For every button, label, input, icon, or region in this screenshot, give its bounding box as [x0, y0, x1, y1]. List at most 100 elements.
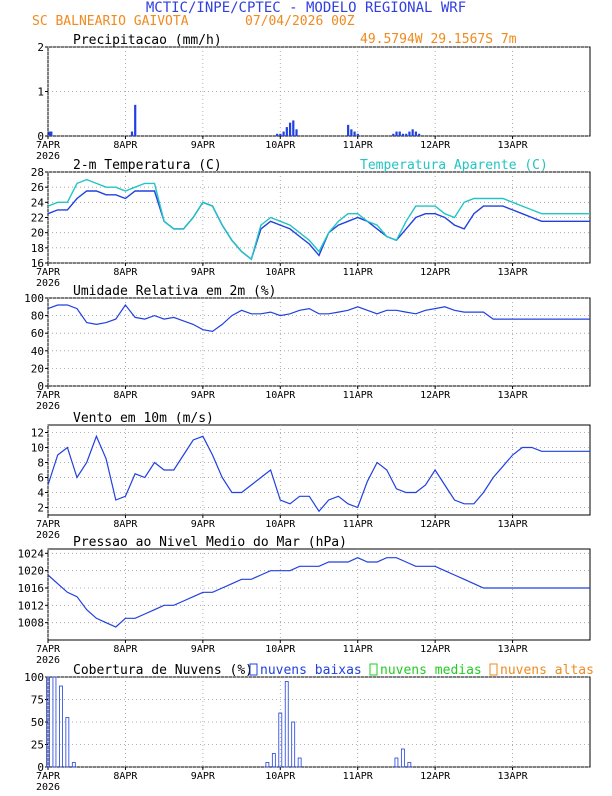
- panel-title: Pressao ao Nivel Medio do Mar (hPa): [73, 535, 347, 550]
- y-tick-label: 26: [31, 181, 44, 194]
- precip-bar: [48, 131, 51, 136]
- precip-bar: [288, 122, 292, 136]
- x-tick-label: 11APR: [343, 267, 374, 278]
- x-tick-label: 9APR: [191, 140, 216, 151]
- x-year-label: 2026: [36, 782, 60, 792]
- x-tick-label: 10APR: [265, 390, 296, 401]
- precip-bar: [398, 131, 401, 136]
- panel-temp: 16 18 20 22 24 26 28 7APR 8APR 9APR 10APR 11APR 12AP…: [31, 158, 591, 289]
- y-tick-label: 100: [24, 292, 44, 305]
- x-tick-label: 7APR: [36, 644, 61, 655]
- panel-frame: [47, 297, 591, 387]
- precip-bar: [295, 129, 298, 136]
- cloud-bar: [71, 762, 76, 768]
- x-tick-label: 11APR: [343, 140, 374, 151]
- x-tick-label: 7APR: [36, 519, 61, 530]
- x-tick-label: 12APR: [420, 140, 451, 151]
- x-tick-label: 9APR: [191, 644, 216, 655]
- legend-swatch: [249, 663, 258, 676]
- y-tick-label: 25: [31, 739, 44, 752]
- x-tick-label: 10APR: [265, 519, 296, 530]
- x-tick-label: 10APR: [265, 140, 296, 151]
- x-tick-label: 9APR: [191, 771, 216, 782]
- chart-title: MCTIC/INPE/CPTEC - MODELO REGIONAL WRF: [146, 0, 466, 16]
- precip-bar: [418, 133, 421, 136]
- y-tick-label: 24: [31, 196, 45, 209]
- precip-bar: [134, 104, 137, 136]
- y-tick-label: 2: [37, 502, 44, 515]
- x-tick-label: 13APR: [498, 390, 529, 401]
- y-tick-label: 12: [31, 427, 44, 440]
- precip-bar: [292, 120, 295, 136]
- panel-frame: [47, 424, 591, 516]
- x-tick-label: 8APR: [113, 140, 138, 151]
- legend-label: nuvens medias: [380, 663, 482, 678]
- precip-bar: [276, 133, 279, 136]
- series-line-rh: [47, 303, 590, 333]
- cloud-bar: [291, 721, 296, 768]
- y-tick-label: 1024: [18, 547, 45, 560]
- precip-bar: [411, 129, 414, 136]
- precip-bar: [414, 131, 417, 136]
- panel-precip: 0 1 2 7APR 8APR 9APR 10APR 11APR 12APR 13APR 2026 P…: [36, 33, 591, 162]
- x-year-label: 2026: [36, 530, 60, 541]
- x-tick-label: 10APR: [265, 644, 296, 655]
- precip-bar: [405, 133, 408, 136]
- series-line-temperatura: [47, 190, 590, 261]
- x-tick-label: 9APR: [191, 519, 216, 530]
- x-year-label: 2026: [36, 278, 60, 289]
- y-tick-label: 1: [37, 86, 44, 99]
- y-tick-label: 28: [31, 166, 44, 179]
- y-tick-label: 0: [37, 761, 44, 774]
- x-tick-label: 13APR: [498, 140, 529, 151]
- y-tick-label: 6: [37, 472, 44, 485]
- y-tick-label: 50: [31, 716, 44, 729]
- x-year-label: 2026: [36, 151, 60, 162]
- x-tick-label: 10APR: [265, 267, 296, 278]
- x-tick-label: 13APR: [498, 771, 529, 782]
- y-tick-label: 8: [37, 457, 44, 470]
- x-tick-label: 7APR: [36, 140, 61, 151]
- y-tick-label: 1020: [18, 565, 45, 578]
- legend-swatch: [369, 663, 378, 676]
- x-tick-label: 8APR: [113, 267, 138, 278]
- y-tick-label: 80: [31, 310, 44, 323]
- y-tick-label: 4: [37, 487, 44, 500]
- y-tick-label: 20: [31, 362, 44, 375]
- precip-bar: [401, 133, 405, 136]
- x-tick-label: 7APR: [36, 267, 61, 278]
- cloud-bar: [265, 762, 270, 768]
- x-tick-label: 7APR: [36, 390, 61, 401]
- x-tick-label: 7APR: [36, 771, 61, 782]
- x-tick-label: 9APR: [191, 390, 216, 401]
- panel-pressure: 1008 1012 1016 1020 1024 7APR 8APR 9APR 10APR 11A…: [18, 535, 591, 666]
- y-tick-label: 2: [37, 41, 44, 54]
- precip-bar: [392, 133, 395, 136]
- panel-title: Vento em 10m (m/s): [73, 411, 214, 426]
- precip-bar: [353, 131, 356, 136]
- precip-bar: [356, 133, 359, 136]
- x-tick-label: 11APR: [343, 519, 374, 530]
- precip-bar: [50, 131, 53, 136]
- y-tick-label: 100: [24, 671, 44, 684]
- x-tick-label: 8APR: [113, 771, 138, 782]
- cloud-bar: [65, 717, 70, 768]
- x-year-label: 2026: [36, 655, 60, 666]
- cloud-bar: [407, 762, 412, 768]
- cloud-bar: [394, 757, 399, 768]
- cloud-bar: [284, 681, 289, 768]
- y-tick-label: 16: [31, 257, 44, 270]
- x-tick-label: 10APR: [265, 771, 296, 782]
- y-tick-label: 22: [31, 212, 44, 225]
- y-tick-label: 20: [31, 227, 44, 240]
- precip-bar: [347, 124, 350, 136]
- panel-clouds: 0 25 50 75 100 7APR 8APR 9APR 10APR 11APR 12APR 13A…: [24, 663, 594, 793]
- x-tick-label: 8APR: [113, 519, 138, 530]
- precip-bar: [285, 127, 288, 136]
- panel-frame: [47, 548, 591, 641]
- y-tick-label: 1016: [18, 582, 45, 595]
- legend-swatch: [489, 663, 498, 676]
- cloud-bar: [46, 676, 50, 768]
- y-tick-label: 1008: [18, 617, 45, 630]
